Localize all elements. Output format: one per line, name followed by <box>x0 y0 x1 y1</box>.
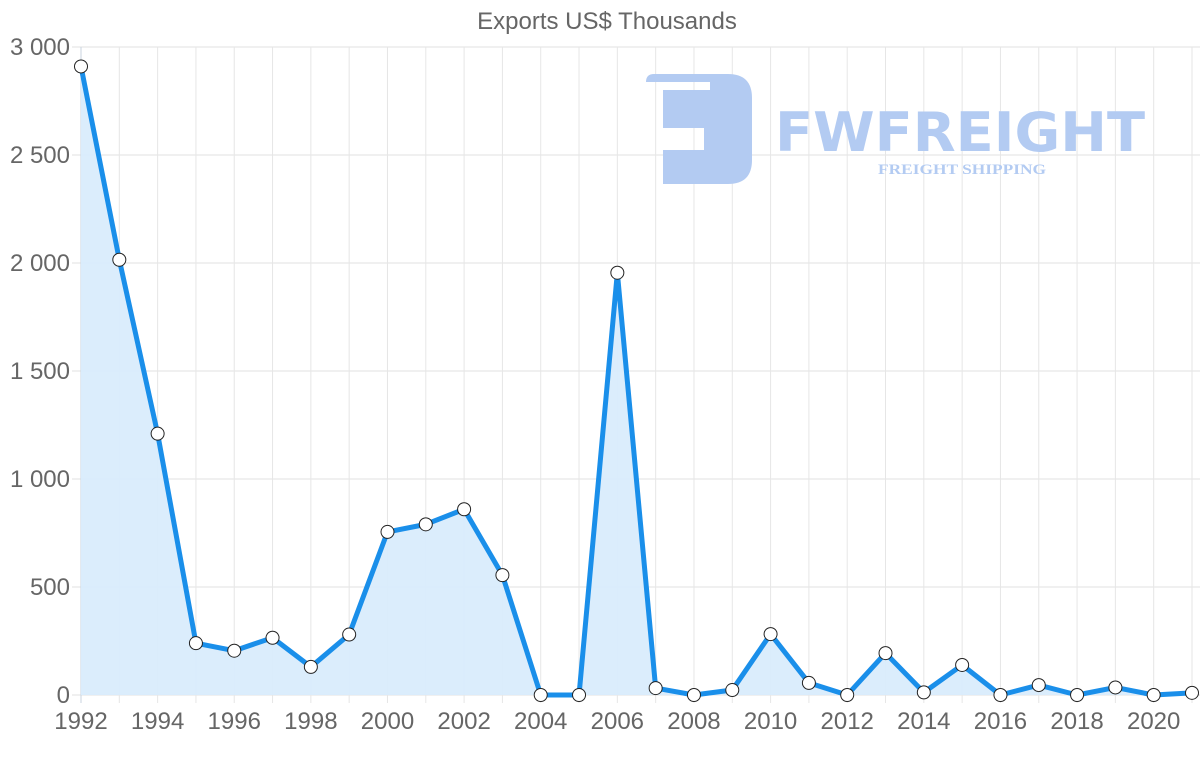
data-point[interactable]: 2003: 555 <box>495 568 510 583</box>
y-tick-label: 0 <box>57 682 70 709</box>
data-point[interactable]: 2021: 10 <box>1185 685 1199 700</box>
data-point[interactable]: 2007: 32 <box>648 681 663 696</box>
data-point[interactable]: 2014: 12 <box>916 685 931 700</box>
x-tick-label: 2018 <box>1050 708 1103 735</box>
y-tick-label: 1 000 <box>10 466 70 493</box>
x-tick-label: 2008 <box>667 708 720 735</box>
x-tick-label: 2010 <box>744 708 797 735</box>
x-tick-label: 2006 <box>591 708 644 735</box>
data-point[interactable]: 2020: 0 <box>1146 688 1161 702</box>
x-tick-label: 1994 <box>131 708 184 735</box>
x-axis-labels: 1992 1994 1996 1998 2000 2002 2004 2006 2008 2010… <box>54 708 1180 735</box>
x-tick-label: 2016 <box>974 708 1027 735</box>
data-point[interactable]: 2009: 23 <box>725 683 740 698</box>
data-point[interactable]: 1996: 205 <box>227 643 242 658</box>
x-tick-label: 1998 <box>284 708 337 735</box>
watermark-brand: FWFREIGHT <box>775 101 1145 164</box>
x-tick-label: 2002 <box>437 708 490 735</box>
y-axis-labels: 0 500 1 000 1 500 2 000 2 500 3 000 <box>10 34 70 709</box>
data-point[interactable]: 2012: 0 <box>840 688 855 702</box>
data-point[interactable]: 2001: 790 <box>418 517 433 532</box>
x-tick-label: 1992 <box>54 708 107 735</box>
y-tick-label: 2 000 <box>10 250 70 277</box>
x-tick-label: 2014 <box>897 708 950 735</box>
data-point[interactable]: 1997: 265 <box>265 630 280 645</box>
data-point[interactable]: 2017: 46 <box>1031 678 1046 693</box>
y-tick-label: 500 <box>30 574 70 601</box>
x-tick-label: 2000 <box>361 708 414 735</box>
data-point[interactable]: 2000: 755 <box>380 524 395 539</box>
x-tick-label: 2012 <box>821 708 874 735</box>
data-point[interactable]: 2004: 0 <box>533 688 548 702</box>
data-point[interactable]: 2015: 139 <box>955 657 970 672</box>
fwfreight-watermark: FWFREIGHT FREIGHT SHIPPING <box>646 74 1145 184</box>
data-point[interactable]: 1992: 2910 <box>74 59 88 74</box>
y-tick-label: 1 500 <box>10 358 70 385</box>
fwfreight-logo-icon <box>646 74 752 184</box>
x-tick-label: 2004 <box>514 708 567 735</box>
data-point[interactable]: 2013: 194 <box>878 646 893 661</box>
data-point[interactable]: 2019: 35 <box>1108 680 1123 695</box>
data-point[interactable]: 2008: 0 <box>686 688 701 702</box>
data-point[interactable]: 1995: 240 <box>188 636 203 651</box>
x-tick-label: 2020 <box>1127 708 1180 735</box>
data-point[interactable]: 1993: 2015 <box>112 252 127 267</box>
data-point[interactable]: 1994: 1210 <box>150 426 165 441</box>
data-point[interactable]: 2002: 860 <box>457 502 472 517</box>
data-point[interactable]: 2018: 0 <box>1070 688 1085 702</box>
data-points: 1992: 2910 1993: 2015 1994: 1210 1995: 240 1… <box>74 59 1199 702</box>
data-point[interactable]: 2011: 56 <box>801 675 816 690</box>
data-point[interactable]: 1999: 280 <box>342 627 357 642</box>
data-point[interactable]: 2005: 0 <box>572 688 587 702</box>
x-tick-label: 1996 <box>208 708 261 735</box>
data-point[interactable]: 1998: 130 <box>303 659 318 674</box>
y-tick-label: 3 000 <box>10 34 70 61</box>
data-point[interactable]: 2006: 1955 <box>610 265 625 280</box>
watermark-tagline: FREIGHT SHIPPING <box>878 162 1046 178</box>
chart-title: Exports US$ Thousands <box>477 8 737 35</box>
data-point[interactable]: 2010: 282 <box>763 627 778 642</box>
data-point[interactable]: 2016: 0 <box>993 688 1008 702</box>
y-tick-label: 2 500 <box>10 142 70 169</box>
